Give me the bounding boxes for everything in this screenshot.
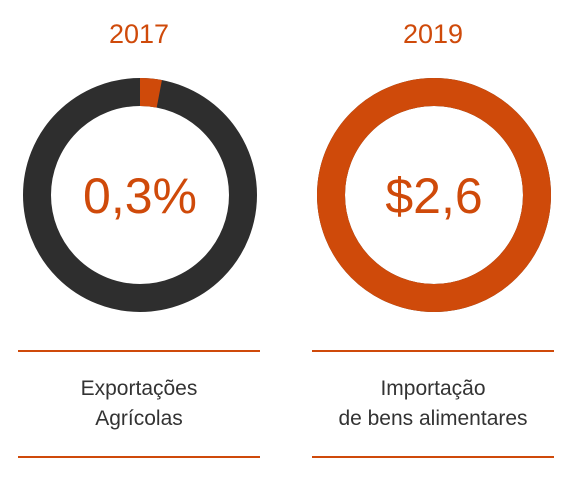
chart-title: 2019: [402, 19, 464, 49]
center-value-label: $2,6: [385, 168, 482, 224]
chart-panel-2019: 2019 $2,6 Importação de bens alimentares: [312, 0, 554, 479]
donut-chart-2019: $2,6: [317, 78, 551, 312]
caption: Importação de bens alimentares: [312, 374, 554, 434]
divider-bottom: [18, 456, 260, 458]
caption-line-2: de bens alimentares: [338, 407, 528, 430]
caption: Exportações Agrícolas: [18, 374, 260, 434]
chart-title: 2017: [108, 19, 170, 49]
divider-bottom: [312, 456, 554, 458]
divider-top: [312, 350, 554, 352]
donut-chart-2017: 0,3%: [23, 78, 257, 312]
chart-panel-2017: 2017 0,3% Exportações Agrícolas: [18, 0, 260, 479]
caption-line-1: Importação: [380, 377, 486, 400]
donut-slice-highlight: [23, 78, 257, 312]
donut-slice-highlight: [317, 78, 551, 312]
caption-line-1: Exportações: [80, 377, 198, 400]
center-value-label: 0,3%: [83, 168, 197, 224]
caption-line-2: Agrícolas: [95, 407, 183, 430]
divider-top: [18, 350, 260, 352]
